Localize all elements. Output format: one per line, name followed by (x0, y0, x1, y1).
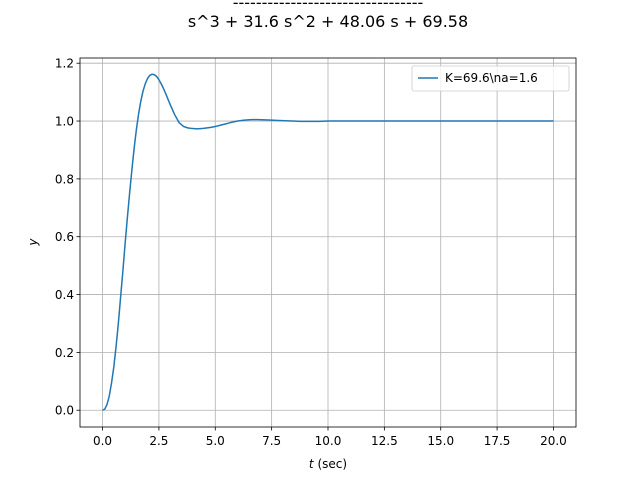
x-tick-label: 15.0 (427, 434, 454, 448)
grid-vertical (102, 58, 554, 427)
grid-horizontal (80, 62, 576, 411)
x-axis-label-unit: (sec) (314, 457, 347, 471)
series-line (102, 73, 554, 411)
x-tick-label: 5.0 (206, 434, 225, 448)
chart-title-denominator: s^3 + 31.6 s^2 + 48.06 s + 69.58 (188, 12, 468, 31)
y-tick-label: 0.8 (55, 172, 74, 186)
y-tick-label: 1.0 (55, 115, 74, 129)
y-tick-label: 0.6 (55, 230, 74, 244)
y-tick-label: 1.2 (55, 57, 74, 71)
x-axis-ticks: 0.0 2.5 5.0 7.5 10.0 12.5 15.0 17.5 20.0 (93, 427, 567, 448)
y-axis-label: y (26, 238, 40, 247)
x-tick-label: 17.5 (484, 434, 511, 448)
y-tick-label: 0.2 (55, 346, 74, 360)
x-tick-label: 20.0 (540, 434, 567, 448)
x-tick-label: 0.0 (93, 434, 112, 448)
legend: K=69.6\na=1.6 (411, 65, 570, 92)
plot-area: 0.0 2.5 5.0 7.5 10.0 12.5 15.0 17.5 20.0 0.00.20… (55, 57, 577, 448)
chart-title-numerator-dashes: --------------------------------- (233, 0, 424, 12)
x-tick-label: 12.5 (371, 434, 398, 448)
y-tick-label: 0.0 (55, 404, 74, 418)
x-tick-label: 10.0 (315, 434, 342, 448)
x-axis-label-var: t (309, 457, 315, 471)
legend-label: K=69.6\na=1.6 (445, 71, 538, 85)
x-axis-label: t (sec) (309, 457, 347, 471)
y-axis-ticks: 0.0 0.2 0.4 0.6 0.8 1.0 1.2 (55, 57, 80, 418)
x-tick-label: 2.5 (149, 434, 168, 448)
legend-frame (411, 65, 570, 92)
x-tick-label: 7.5 (262, 434, 281, 448)
y-tick-label: 0.4 (55, 288, 74, 302)
